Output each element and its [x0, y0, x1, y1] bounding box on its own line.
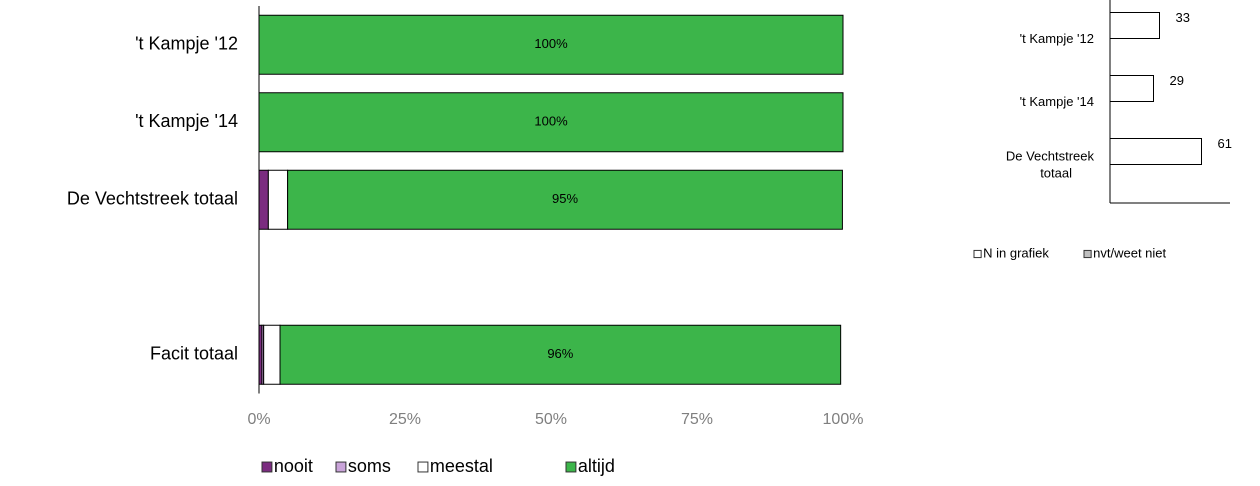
value-label: 61	[1218, 136, 1232, 151]
legend-marker	[1083, 249, 1092, 259]
legend-label: meestal	[430, 456, 493, 476]
x-tick-label: 50%	[535, 411, 567, 428]
bar	[1109, 138, 1202, 165]
bar	[1109, 75, 1154, 102]
legend-marker	[261, 461, 273, 473]
bar	[258, 169, 269, 230]
bar	[267, 169, 289, 230]
bar	[279, 324, 842, 385]
bar	[287, 169, 843, 230]
y-tick-label: 't Kampje '14	[1020, 94, 1094, 109]
legend-marker	[565, 461, 577, 473]
bar	[263, 324, 281, 385]
x-tick-label: 25%	[389, 411, 421, 428]
value-label: 33	[1176, 10, 1190, 25]
y-tick-label: 't Kampje '12	[135, 34, 238, 54]
legend-label: soms	[348, 456, 391, 476]
legend-marker	[335, 461, 347, 473]
y-tick-label: De Vechtstreek totaal	[1006, 149, 1095, 181]
value-label: 95%	[552, 191, 578, 206]
legend-label: altijd	[578, 456, 615, 476]
y-tick-label: Facit totaal	[150, 344, 238, 364]
y-tick-label: 't Kampje '12	[1020, 31, 1094, 46]
y-tick-label: 't Kampje '14	[135, 111, 238, 131]
bar	[258, 14, 844, 75]
x-tick-label: 100%	[823, 411, 864, 428]
value-label: 100%	[534, 36, 568, 51]
legend-marker	[417, 461, 429, 473]
y-tick-label: De Vechtstreek totaal	[67, 189, 238, 209]
value-label: 100%	[534, 114, 568, 129]
x-tick-label: 75%	[681, 411, 713, 428]
legend-label: nvt/weet niet	[1093, 245, 1166, 260]
legend-label: N in grafiek	[983, 245, 1049, 260]
legend-label: nooit	[274, 456, 313, 476]
value-label: 96%	[547, 346, 573, 361]
legend-marker	[973, 249, 982, 259]
x-tick-label: 0%	[247, 411, 270, 428]
bar	[258, 92, 844, 153]
bar	[1109, 12, 1160, 39]
value-label: 29	[1170, 73, 1184, 88]
